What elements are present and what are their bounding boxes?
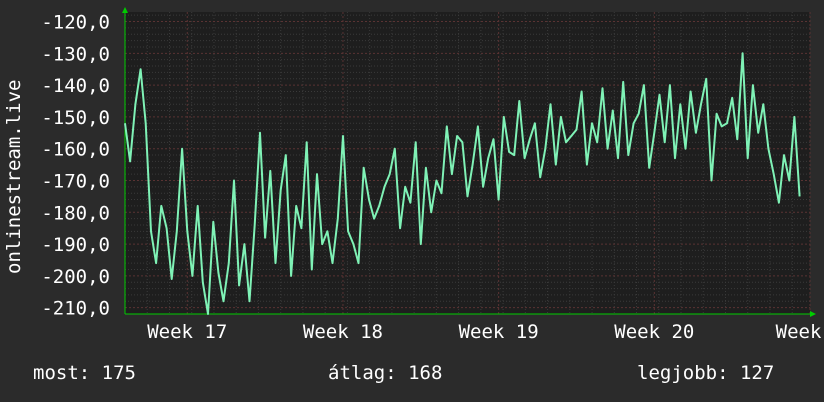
stat-current: most: 175 xyxy=(33,362,136,384)
y-tick-label: -150,0 xyxy=(41,107,110,129)
stat-best-label: legjobb: xyxy=(637,362,729,384)
stat-average-label: átlag: xyxy=(328,362,397,384)
stat-best-value: 127 xyxy=(739,362,775,384)
x-tick-label: Week 2 xyxy=(776,321,824,343)
x-tick-label: Week 19 xyxy=(459,321,539,343)
stat-average: átlag: 168 xyxy=(328,362,442,384)
x-axis-ticks: Week 17 Week 18 Week 19 Week 20 Week 2 xyxy=(147,321,824,343)
y-axis-arrow-icon xyxy=(122,7,128,13)
x-axis-arrow-icon xyxy=(810,311,816,317)
stat-best: legjobb: 127 xyxy=(637,362,774,384)
y-tick-label: -160,0 xyxy=(41,139,110,161)
y-tick-label: -190,0 xyxy=(41,234,110,256)
plot-area xyxy=(125,12,810,314)
stat-current-value: 175 xyxy=(101,362,136,384)
x-tick-label: Week 17 xyxy=(147,321,227,343)
y-tick-label: -210,0 xyxy=(41,298,110,320)
y-axis-label: onlinestream.live xyxy=(3,80,25,274)
stat-current-label: most: xyxy=(33,362,91,384)
y-tick-label: -200,0 xyxy=(41,266,110,288)
grid xyxy=(124,12,811,315)
x-tick-label: Week 20 xyxy=(614,321,694,343)
y-axis-ticks: -120,0 -130,0 -140,0 -150,0 -160,0 -170,0 -180… xyxy=(41,12,110,320)
stat-average-value: 168 xyxy=(408,362,443,384)
series-group xyxy=(124,52,801,315)
chart: -120,0 -130,0 -140,0 -150,0 -160,0 -170,0 -180… xyxy=(3,7,824,343)
y-tick-label: -170,0 xyxy=(41,170,110,192)
y-tick-label: -140,0 xyxy=(41,75,110,97)
series-line xyxy=(124,52,801,315)
y-tick-label: -120,0 xyxy=(41,12,110,34)
y-tick-label: -130,0 xyxy=(41,43,110,65)
y-tick-label: -180,0 xyxy=(41,202,110,224)
x-tick-label: Week 18 xyxy=(303,321,383,343)
